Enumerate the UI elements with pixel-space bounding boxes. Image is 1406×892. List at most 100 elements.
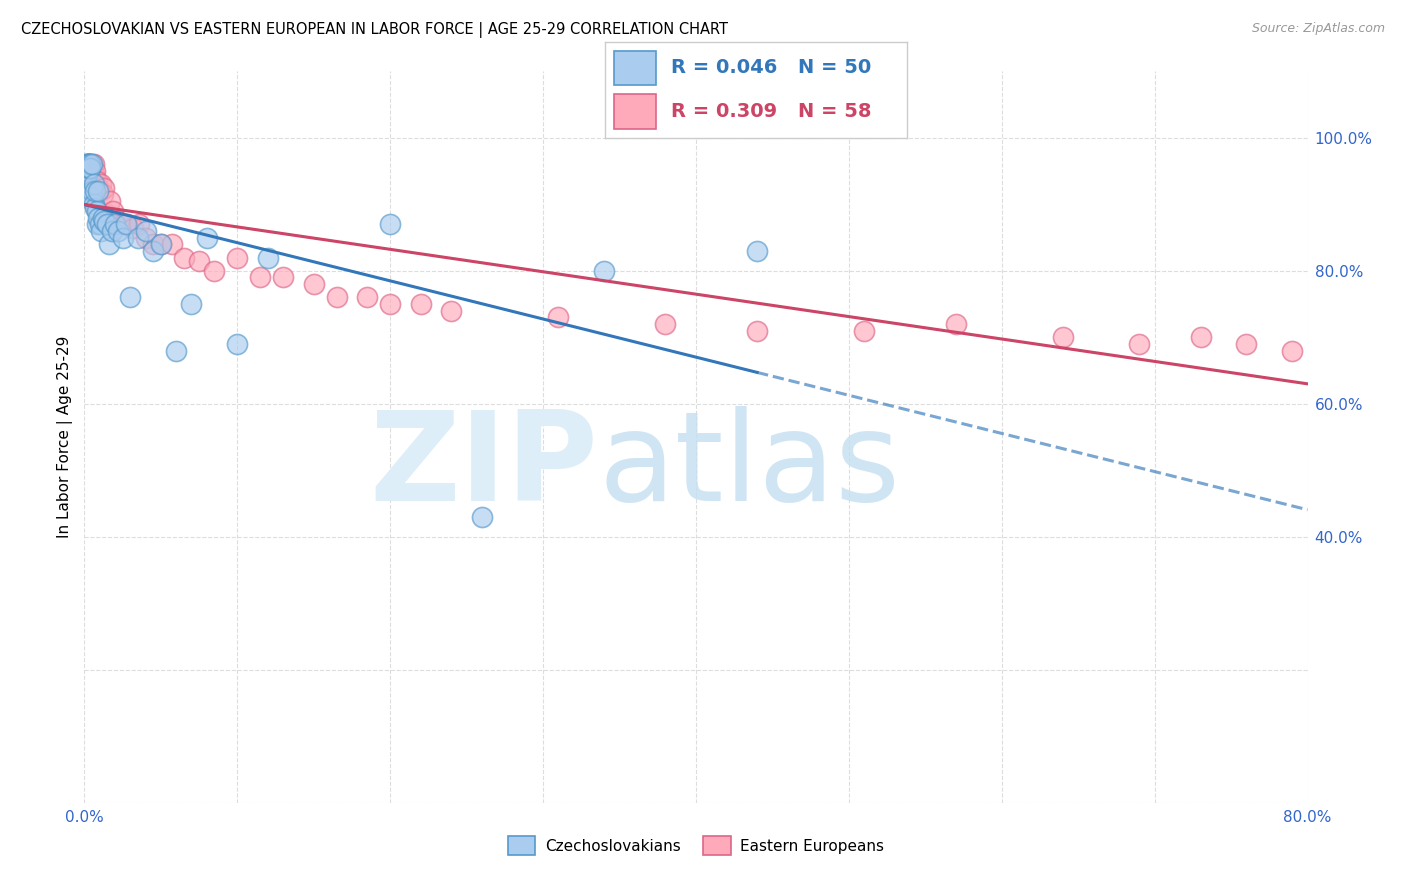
Point <box>80 157 103 171</box>
Point <box>91 187 114 202</box>
Point <box>149 237 172 252</box>
Point <box>96 207 118 221</box>
Y-axis label: In Labor Force | Age 25-29: In Labor Force | Age 25-29 <box>58 336 73 538</box>
Point <box>76 157 98 171</box>
Point <box>84 178 107 192</box>
Text: R = 0.309: R = 0.309 <box>671 102 778 120</box>
Point <box>77 157 100 171</box>
Point <box>101 224 124 238</box>
Point <box>77 157 100 171</box>
Point <box>380 297 402 311</box>
Point <box>440 303 463 318</box>
Point <box>79 161 101 175</box>
Point <box>226 337 249 351</box>
Point <box>654 317 676 331</box>
Point <box>84 164 107 178</box>
Point <box>115 217 138 231</box>
Point <box>380 217 402 231</box>
Point <box>87 211 110 225</box>
Point <box>1281 343 1303 358</box>
Point <box>80 157 103 171</box>
Point <box>471 509 494 524</box>
Point <box>853 324 876 338</box>
Point <box>77 161 100 175</box>
Point <box>142 244 165 258</box>
Point <box>80 168 103 182</box>
Point <box>747 324 769 338</box>
Point <box>128 217 150 231</box>
Point <box>1236 337 1258 351</box>
Point <box>135 230 157 244</box>
Point <box>83 170 105 185</box>
Point <box>747 244 769 258</box>
Point <box>83 178 105 192</box>
Point <box>149 237 172 252</box>
Point <box>86 204 108 219</box>
Point <box>1189 330 1212 344</box>
Text: N = 58: N = 58 <box>799 102 872 120</box>
Text: atlas: atlas <box>598 406 900 527</box>
Text: ZIP: ZIP <box>370 406 598 527</box>
Point <box>77 157 100 171</box>
Point <box>76 164 98 178</box>
Point <box>79 164 101 178</box>
Point <box>945 317 967 331</box>
Point <box>91 211 114 225</box>
Point <box>173 251 195 265</box>
Point <box>160 237 183 252</box>
Point <box>76 164 98 178</box>
Point <box>120 290 142 304</box>
FancyBboxPatch shape <box>613 51 657 86</box>
Point <box>1052 330 1074 344</box>
Point <box>257 251 280 265</box>
Point <box>80 184 103 198</box>
Point <box>111 217 134 231</box>
Point <box>103 204 125 219</box>
Point <box>79 161 101 175</box>
Point <box>79 157 101 171</box>
Point <box>77 161 100 175</box>
Point <box>107 224 129 238</box>
Point <box>86 174 108 188</box>
Point <box>83 157 105 171</box>
Point <box>180 297 202 311</box>
Point <box>409 297 432 311</box>
Text: Source: ZipAtlas.com: Source: ZipAtlas.com <box>1251 22 1385 36</box>
Point <box>97 237 120 252</box>
Point <box>89 217 111 231</box>
Point <box>79 157 101 171</box>
Point <box>195 230 218 244</box>
Point <box>249 270 271 285</box>
Point <box>89 184 111 198</box>
Point <box>76 157 98 171</box>
Point <box>80 191 103 205</box>
Point <box>165 343 187 358</box>
Point <box>1128 337 1150 351</box>
Point <box>93 214 115 228</box>
Point <box>271 270 294 285</box>
Point <box>76 157 98 171</box>
Point <box>87 184 110 198</box>
Point <box>226 251 249 265</box>
Point <box>93 180 115 194</box>
Point <box>79 161 101 175</box>
Point <box>107 214 129 228</box>
Point <box>356 290 378 304</box>
Point <box>547 310 569 325</box>
Point <box>114 217 136 231</box>
Point <box>90 178 112 192</box>
Point <box>111 230 134 244</box>
Point <box>77 157 100 171</box>
Point <box>87 180 110 194</box>
Point <box>202 264 225 278</box>
Point <box>77 157 100 171</box>
Text: CZECHOSLOVAKIAN VS EASTERN EUROPEAN IN LABOR FORCE | AGE 25-29 CORRELATION CHART: CZECHOSLOVAKIAN VS EASTERN EUROPEAN IN L… <box>21 22 728 38</box>
Point <box>83 168 105 182</box>
Point <box>76 168 98 182</box>
Point <box>104 217 127 231</box>
Point <box>188 253 211 268</box>
Text: N = 50: N = 50 <box>799 59 872 78</box>
Point <box>75 161 97 175</box>
Point <box>75 170 97 185</box>
Point <box>135 224 157 238</box>
